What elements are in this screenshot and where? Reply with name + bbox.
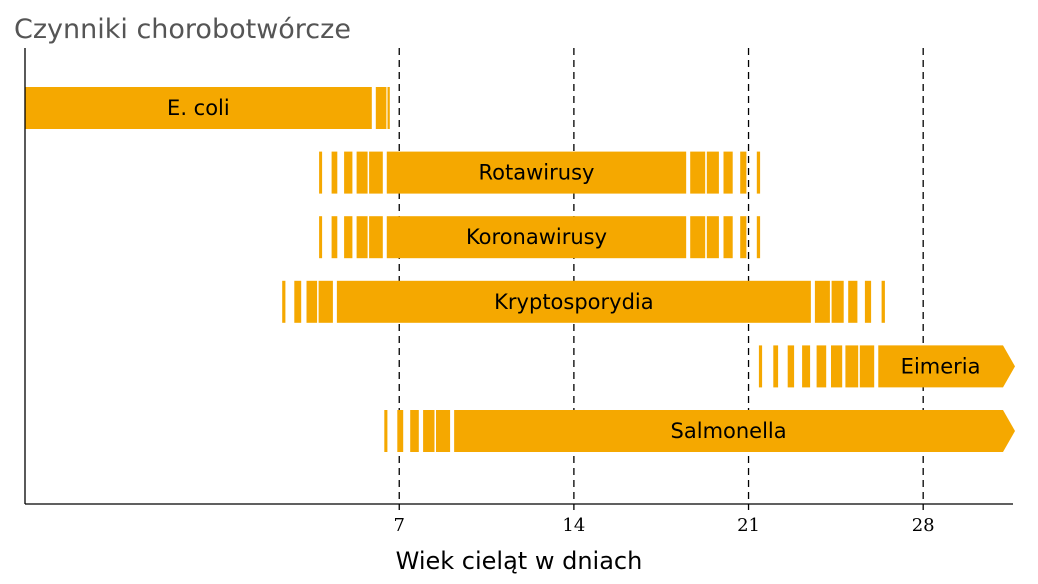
bar-stripe [706,151,719,194]
bar-stripe [690,216,706,259]
x-tick-label: 28 [912,515,935,536]
bar-stripe [384,410,388,452]
bar-stripe [306,280,318,323]
bar-stripe [397,410,404,452]
bar-label: Kryptosporydia [494,290,653,314]
bar-koronawirusy: Koronawirusy [319,216,761,259]
bar-stripe [831,345,843,388]
bars: E. coli Rotawirusy Koronawirusy Kryptospory… [25,87,1015,452]
bar-stripe [848,280,858,323]
bar-stripe [756,151,761,194]
bar-stripe [423,410,435,452]
bar-solid [878,345,1015,388]
bar-stripe [356,151,368,194]
bar-stripe [845,345,859,388]
bar-solid [386,151,687,194]
bar-solid [454,410,1015,452]
bar-stripe [319,216,323,259]
bar-label: Rotawirusy [479,161,595,185]
bar-stripe [740,216,747,259]
bar-stripe [756,216,761,259]
x-ticks: 7 14 21 28 [394,504,935,536]
bar-stripe [864,280,872,323]
bar-stripe [773,345,779,388]
bar-kryptosporydia: Kryptosporydia [282,280,885,323]
bar-stripe [331,216,338,259]
bar-stripe [831,280,844,323]
bar-stripe [758,345,763,388]
bar-label: E. coli [167,96,230,120]
bar-label: Koronawirusy [466,225,607,249]
axes [24,48,1013,505]
bar-stripe [331,151,338,194]
bar-stripe [369,151,383,194]
bar-solid [25,87,372,129]
bar-stripe [436,410,451,452]
bar-stripe [787,345,795,388]
bar-stripe [723,151,733,194]
bar-stripe [356,216,368,259]
bar-stripe [282,280,286,323]
bar-stripe [802,345,811,388]
bar-label: Eimeria [901,354,981,378]
bar-stripe [690,151,706,194]
gridlines [398,48,924,504]
bar-label: Salmonella [671,419,787,443]
bar-solid [336,280,811,323]
bar-stripe [294,280,302,323]
bar-stripe [740,151,747,194]
bar-eimeria: Eimeria [758,345,1015,388]
chart-title: Czynniki chorobotwórcze [14,14,351,45]
bar-stripe [375,87,387,129]
bar-stripe [318,280,333,323]
bar-e-coli: E. coli [25,87,390,129]
bar-stripe [344,216,353,259]
x-tick-label: 7 [394,515,405,536]
bar-stripe [706,216,719,259]
bar-stripe [723,216,733,259]
bar-stripe [319,151,323,194]
x-tick-label: 14 [562,515,585,536]
bar-stripe [814,280,830,323]
bar-solid [386,216,687,259]
bar-stripe [369,216,383,259]
bar-salmonella: Salmonella [384,410,1015,452]
bar-stripe [344,151,353,194]
bar-rotawirusy: Rotawirusy [319,151,761,194]
bar-stripe [387,87,390,129]
bar-stripe [410,410,419,452]
x-tick-label: 21 [737,515,760,536]
bar-stripe [881,280,885,323]
x-axis-title: Wiek cieląt w dniach [396,547,643,575]
bar-stripe [859,345,875,388]
bar-stripe [816,345,827,388]
